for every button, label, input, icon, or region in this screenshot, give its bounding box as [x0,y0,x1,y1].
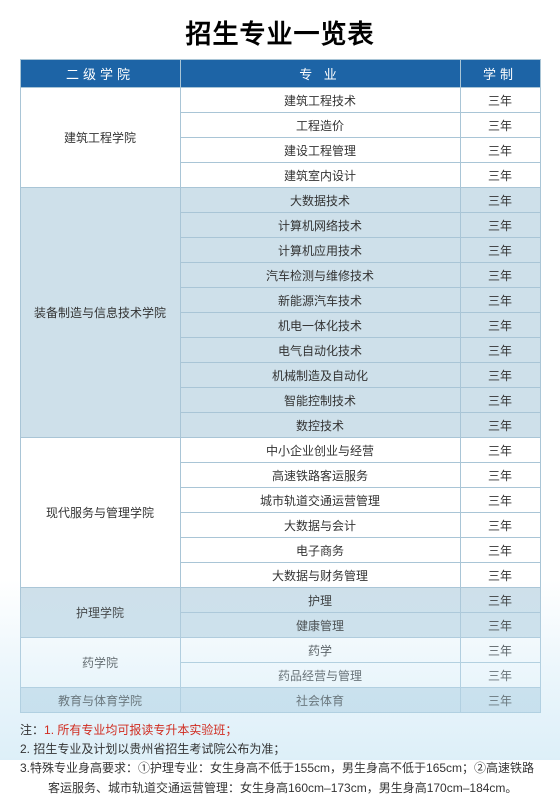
note-line: 3.特殊专业身高要求：①护理专业：女生身高不低于155cm，男生身高不低于165… [20,759,540,797]
duration-cell: 三年 [460,188,540,213]
major-cell: 大数据与财务管理 [180,563,460,588]
duration-cell: 三年 [460,638,540,663]
major-cell: 高速铁路客运服务 [180,463,460,488]
table-row: 护理学院护理三年 [20,588,540,613]
notes-block: 注：1. 所有专业均可报读专升本实验班； 2. 招生专业及计划以贵州省招生考试院公… [20,721,540,798]
duration-cell: 三年 [460,263,540,288]
duration-cell: 三年 [460,338,540,363]
major-cell: 电气自动化技术 [180,338,460,363]
duration-cell: 三年 [460,463,540,488]
major-cell: 建设工程管理 [180,138,460,163]
majors-table: 二级学院 专 业 学制 建筑工程学院建筑工程技术三年工程造价三年建设工程管理三年… [20,59,541,713]
duration-cell: 三年 [460,438,540,463]
table-row: 药学院药学三年 [20,638,540,663]
duration-cell: 三年 [460,413,540,438]
faculty-cell: 现代服务与管理学院 [20,438,180,588]
table-row: 装备制造与信息技术学院大数据技术三年 [20,188,540,213]
duration-cell: 三年 [460,588,540,613]
duration-cell: 三年 [460,513,540,538]
duration-cell: 三年 [460,538,540,563]
note-line: 注：1. 所有专业均可报读专升本实验班； [20,721,540,740]
faculty-cell: 教育与体育学院 [20,688,180,713]
duration-cell: 三年 [460,688,540,713]
major-cell: 建筑室内设计 [180,163,460,188]
duration-cell: 三年 [460,163,540,188]
duration-cell: 三年 [460,288,540,313]
major-cell: 建筑工程技术 [180,88,460,113]
major-cell: 药品经营与管理 [180,663,460,688]
major-cell: 中小企业创业与经营 [180,438,460,463]
major-cell: 社会体育 [180,688,460,713]
faculty-cell: 护理学院 [20,588,180,638]
header-major: 专 业 [180,60,460,88]
major-cell: 工程造价 [180,113,460,138]
note-line: 2. 招生专业及计划以贵州省招生考试院公布为准； [20,740,540,759]
note-text: 2. 招生专业及计划以贵州省招生考试院公布为准； [20,742,285,756]
major-cell: 汽车检测与维修技术 [180,263,460,288]
duration-cell: 三年 [460,238,540,263]
faculty-cell: 药学院 [20,638,180,688]
major-cell: 新能源汽车技术 [180,288,460,313]
major-cell: 健康管理 [180,613,460,638]
header-faculty: 二级学院 [20,60,180,88]
table-row: 教育与体育学院社会体育三年 [20,688,540,713]
faculty-cell: 装备制造与信息技术学院 [20,188,180,438]
major-cell: 护理 [180,588,460,613]
major-cell: 机械制造及自动化 [180,363,460,388]
duration-cell: 三年 [460,363,540,388]
notes-label: 注： [20,723,44,737]
duration-cell: 三年 [460,663,540,688]
major-cell: 数控技术 [180,413,460,438]
duration-cell: 三年 [460,488,540,513]
major-cell: 计算机网络技术 [180,213,460,238]
duration-cell: 三年 [460,138,540,163]
duration-cell: 三年 [460,563,540,588]
major-cell: 智能控制技术 [180,388,460,413]
table-row: 现代服务与管理学院中小企业创业与经营三年 [20,438,540,463]
major-cell: 电子商务 [180,538,460,563]
faculty-cell: 建筑工程学院 [20,88,180,188]
duration-cell: 三年 [460,88,540,113]
major-cell: 药学 [180,638,460,663]
duration-cell: 三年 [460,313,540,338]
table-row: 建筑工程学院建筑工程技术三年 [20,88,540,113]
table-header-row: 二级学院 专 业 学制 [20,60,540,88]
major-cell: 计算机应用技术 [180,238,460,263]
major-cell: 大数据技术 [180,188,460,213]
major-cell: 城市轨道交通运营管理 [180,488,460,513]
duration-cell: 三年 [460,613,540,638]
note-text: 1. 所有专业均可报读专升本实验班； [44,723,237,737]
duration-cell: 三年 [460,213,540,238]
duration-cell: 三年 [460,113,540,138]
header-duration: 学制 [460,60,540,88]
page-title: 招生专业一览表 [0,0,560,59]
major-cell: 机电一体化技术 [180,313,460,338]
note-text: 3.特殊专业身高要求：①护理专业：女生身高不低于155cm，男生身高不低于165… [20,761,534,794]
major-cell: 大数据与会计 [180,513,460,538]
duration-cell: 三年 [460,388,540,413]
